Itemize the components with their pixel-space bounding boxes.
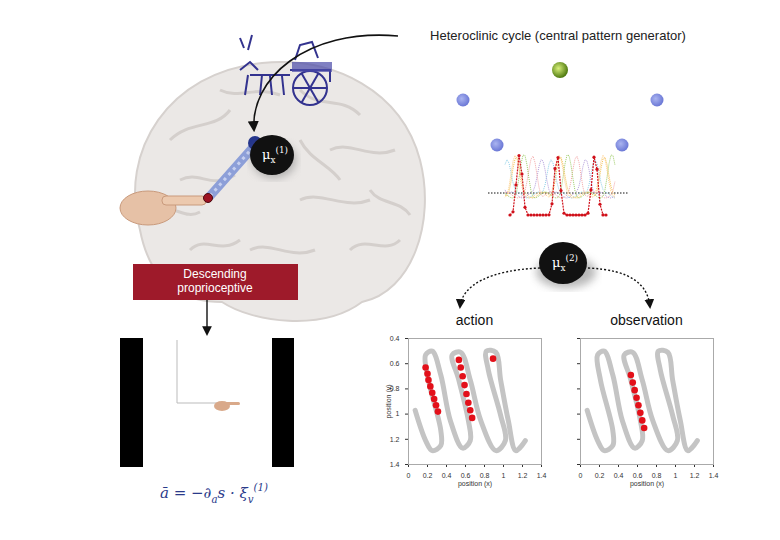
svg-text:0.6: 0.6: [461, 472, 471, 479]
svg-text:1.4: 1.4: [537, 472, 547, 479]
svg-text:1.2: 1.2: [690, 472, 700, 479]
svg-text:observation: observation: [610, 312, 682, 328]
svg-text:0: 0: [407, 472, 411, 479]
svg-text:action: action: [456, 312, 493, 328]
svg-text:0.6: 0.6: [390, 360, 400, 367]
svg-text:1: 1: [396, 410, 400, 417]
svg-text:0.8: 0.8: [389, 385, 400, 393]
svg-text:position (y): position (y): [385, 384, 393, 418]
svg-text:1: 1: [674, 472, 678, 479]
svg-text:1.4: 1.4: [390, 461, 400, 468]
svg-text:1.4: 1.4: [709, 472, 719, 479]
svg-text:0.8: 0.8: [652, 472, 662, 479]
svg-text:0.2: 0.2: [595, 472, 605, 479]
svg-text:1.2: 1.2: [518, 472, 528, 479]
svg-text:μx(2): μx(2): [552, 253, 578, 273]
svg-text:0.4: 0.4: [614, 472, 624, 479]
svg-text:1.2: 1.2: [390, 436, 400, 443]
svg-text:Descending: Descending: [183, 267, 246, 281]
svg-text:0.4: 0.4: [390, 335, 400, 342]
svg-text:0: 0: [579, 472, 583, 479]
svg-text:0.8: 0.8: [480, 472, 490, 479]
svg-text:position (x): position (x): [630, 480, 664, 488]
svg-text:0.4: 0.4: [442, 472, 452, 479]
svg-text:0.2: 0.2: [423, 472, 433, 479]
svg-text:0.6: 0.6: [633, 472, 643, 479]
svg-text:ā = −∂as · ξv(1): ā = −∂as · ξv(1): [160, 482, 268, 504]
svg-text:μx(1): μx(1): [262, 145, 288, 165]
svg-text:position (x): position (x): [458, 480, 492, 488]
svg-text:proprioceptive: proprioceptive: [177, 281, 253, 295]
svg-text:1: 1: [502, 472, 506, 479]
svg-text:Heteroclinic cycle (central pa: Heteroclinic cycle (central pattern gene…: [430, 28, 686, 43]
